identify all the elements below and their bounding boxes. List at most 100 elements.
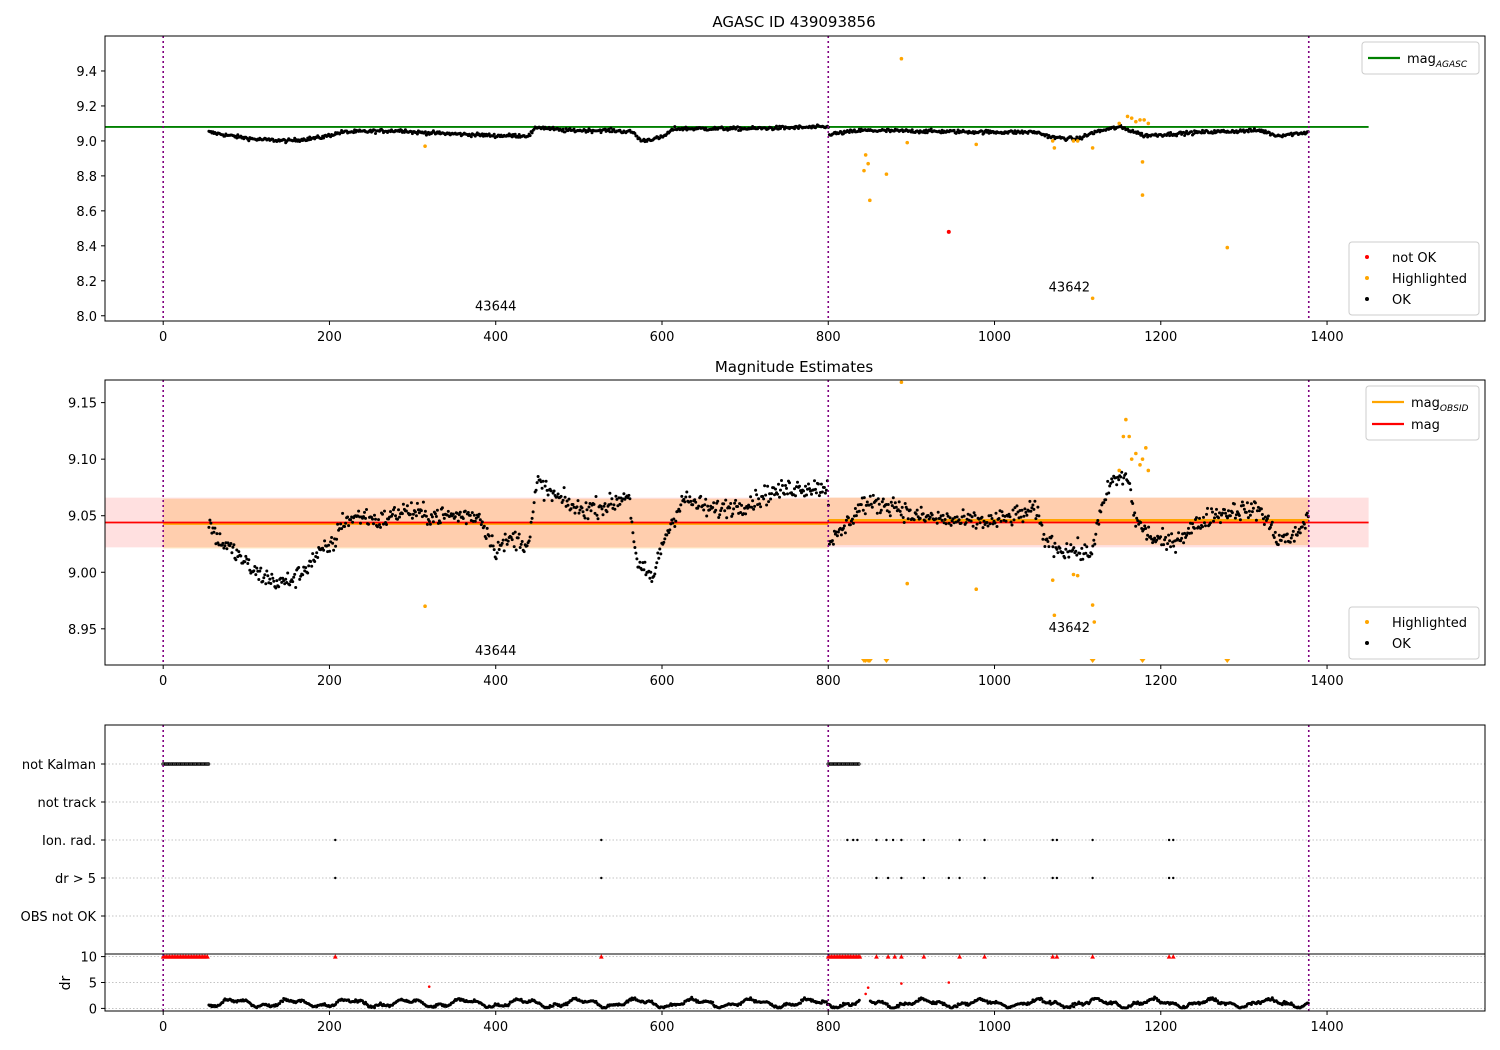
highlighted-point <box>868 198 872 203</box>
ok-point <box>274 586 278 590</box>
flag-point <box>891 838 895 842</box>
ok-point <box>1097 522 1101 526</box>
ok-point <box>702 508 706 512</box>
ok-point <box>964 521 968 525</box>
ok-point <box>577 511 581 515</box>
ok-point <box>561 498 565 502</box>
ok-point <box>717 516 721 519</box>
ok-point <box>556 492 560 496</box>
highlighted-point <box>1127 434 1131 439</box>
flag-point <box>1051 876 1054 880</box>
ok-point <box>657 556 661 560</box>
highlighted-point <box>884 172 889 176</box>
ok-point <box>738 502 742 506</box>
ok-point <box>810 492 813 496</box>
ok-point <box>788 481 791 485</box>
ok-point <box>271 576 275 580</box>
ok-point <box>944 522 948 526</box>
ok-point <box>1015 504 1019 508</box>
ok-point <box>512 545 516 549</box>
ok-point <box>213 526 217 530</box>
ok-point <box>1221 511 1224 515</box>
ok-point <box>573 511 577 515</box>
ok-point <box>599 504 603 508</box>
ok-point <box>1260 513 1264 516</box>
ok-point <box>1151 541 1155 545</box>
highlighted-point <box>1125 114 1130 119</box>
ok-point <box>513 530 517 534</box>
ok-point <box>897 500 901 504</box>
ok-point <box>215 532 219 536</box>
ok-point <box>1205 512 1208 516</box>
ok-point <box>438 521 442 525</box>
ok-point <box>1268 525 1272 529</box>
dr-point <box>1249 1003 1253 1006</box>
ok-point <box>688 495 692 499</box>
legend-line-label-main: mag <box>1411 396 1440 411</box>
ok-point <box>1165 548 1169 551</box>
ok-point <box>632 540 636 544</box>
ok-point <box>378 523 381 527</box>
ok-point <box>936 510 940 514</box>
panel-flags-frame <box>104 724 1486 955</box>
ok-point <box>908 508 912 512</box>
ok-point <box>480 520 484 524</box>
flag-point <box>600 876 603 880</box>
ok-point <box>494 557 498 561</box>
ok-point <box>783 492 786 496</box>
panel-agasc-x-ticks: 0 200 400 600 800 1000 1200 1400 <box>159 321 1344 345</box>
ok-point <box>961 508 965 512</box>
ok-point <box>397 508 400 512</box>
ok-point <box>571 503 575 506</box>
ok-point <box>981 526 985 530</box>
ok-point <box>562 486 566 490</box>
ok-point <box>294 586 298 589</box>
ok-point <box>1143 524 1147 528</box>
ok-point <box>916 515 920 519</box>
ok-point <box>541 479 545 483</box>
highlighted-point <box>1146 468 1151 473</box>
x-tick-label: 0 <box>159 330 167 345</box>
flag-point <box>205 762 209 766</box>
ok-point <box>1246 516 1250 520</box>
ok-point <box>766 484 770 488</box>
ok-point <box>567 497 571 501</box>
ok-point <box>729 502 733 505</box>
ok-point <box>731 512 735 516</box>
ok-point <box>793 487 796 491</box>
ok-point <box>374 517 377 521</box>
highlighted-point <box>1146 121 1151 126</box>
panel-mag-estimates-frame <box>104 379 1486 666</box>
y-tick-label: 9.15 <box>68 397 97 412</box>
ok-point <box>491 544 495 548</box>
ok-point <box>1174 550 1178 554</box>
ok-point <box>655 561 659 565</box>
ok-point <box>236 133 240 137</box>
flag-point <box>983 876 986 880</box>
ok-point <box>1201 128 1204 132</box>
ok-point <box>683 500 687 504</box>
ok-point <box>610 497 614 501</box>
highlighted-point <box>1144 446 1148 450</box>
ok-point <box>1212 519 1215 523</box>
flag-point <box>875 838 878 842</box>
ok-point <box>590 131 594 135</box>
ok-point <box>740 503 744 507</box>
ok-point <box>1010 523 1014 527</box>
ok-point <box>531 510 535 514</box>
ok-point <box>425 522 429 526</box>
ok-point <box>603 502 607 506</box>
highlighted-point <box>905 140 910 145</box>
ok-point <box>226 541 230 545</box>
x-tick-label: 0 <box>159 674 167 689</box>
ok-point <box>566 503 570 507</box>
ok-point <box>1041 537 1045 541</box>
ok-point <box>777 482 780 486</box>
ok-point <box>899 513 903 517</box>
y-tick-label: 8.2 <box>76 275 97 290</box>
ok-point <box>1293 525 1297 529</box>
dr-point <box>1216 999 1219 1003</box>
ok-point <box>875 511 879 515</box>
ok-point <box>297 566 301 569</box>
ok-point <box>1019 515 1023 519</box>
